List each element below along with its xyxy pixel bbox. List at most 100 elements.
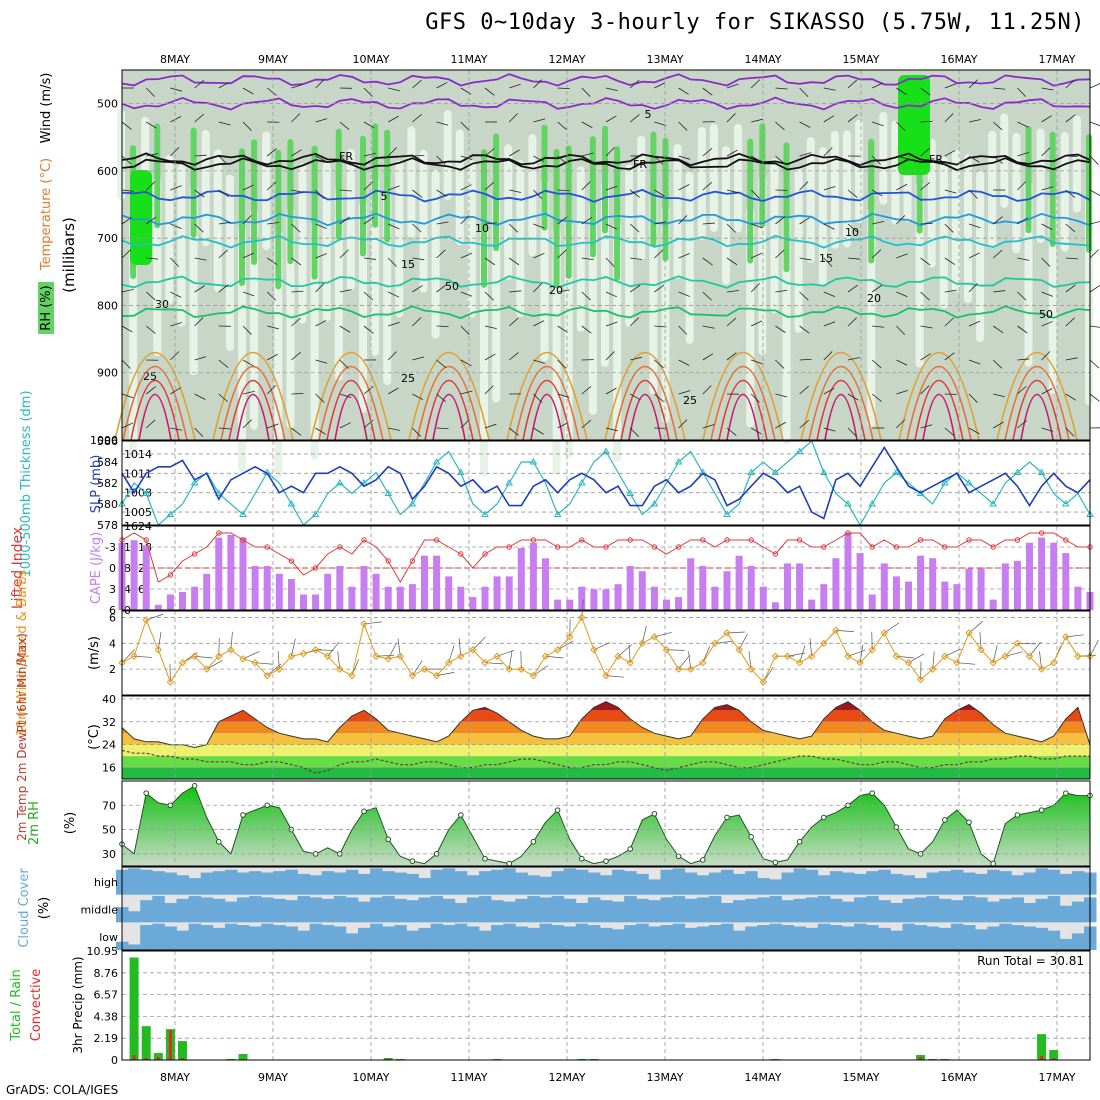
rh-point: [627, 846, 634, 852]
wind-barb: [702, 325, 715, 329]
thickness-point: [360, 479, 368, 486]
cloud-bar: [612, 929, 625, 950]
wind-barb: [170, 147, 180, 157]
cloud-bar: [575, 902, 589, 923]
lifted-index-point: [966, 537, 972, 543]
wind-speed-point: [396, 652, 405, 660]
cape-bar: [457, 586, 465, 610]
rh-moist-band: [213, 149, 222, 293]
cloud-bar: [237, 925, 250, 950]
cloud-bar: [890, 873, 903, 895]
contour-label: 25: [401, 372, 415, 385]
surface-wind-barb: [557, 640, 574, 651]
wind-barb: [218, 284, 229, 293]
cloud-bar: [987, 901, 1000, 923]
cloud-bar: [309, 923, 323, 950]
rh-humid-band: [493, 133, 500, 252]
wind-barb: [170, 223, 182, 229]
cloud-bar: [636, 873, 649, 895]
contour-label: 5: [645, 108, 652, 121]
rh-moist-band: [673, 143, 682, 280]
wind-barb: [533, 223, 545, 229]
wind-speed-point: [662, 646, 671, 654]
y-tick-lifted-index: 0: [109, 562, 116, 575]
cape-bar: [324, 573, 332, 610]
wind-barb: [339, 155, 350, 165]
wind-speed-point: [759, 678, 768, 686]
wind-barb: [702, 222, 715, 225]
cloud-bar: [285, 926, 298, 950]
wind-barb: [145, 291, 156, 301]
warm-contour: [710, 366, 776, 441]
cloud-bar: [938, 871, 952, 895]
cloud-bar: [406, 873, 419, 895]
cloud-bar: [914, 878, 928, 895]
rh-point: [554, 807, 561, 813]
surface-wind-barb: [944, 648, 962, 657]
cloud-bar: [430, 923, 444, 950]
y-tick-precip: 0: [111, 1054, 118, 1067]
wind-barb: [1017, 152, 1029, 157]
cape-bar: [372, 573, 380, 610]
cape-bar: [675, 597, 683, 610]
cloud-frame: [121, 866, 1091, 951]
wind-barb: [750, 189, 760, 199]
wind-barb: [436, 82, 448, 89]
wind-barb: [726, 189, 739, 194]
lifted-index-point: [724, 537, 730, 543]
temperature-contour: [121, 188, 1091, 203]
wind-speed-point: [469, 646, 477, 654]
surface-wind-barb: [968, 621, 983, 634]
wind-barb: [605, 291, 618, 298]
warm-contour: [726, 393, 760, 441]
cape-bar: [929, 558, 937, 610]
wind-barb: [387, 351, 397, 361]
lifted-index-point: [288, 558, 295, 564]
thickness-point: [577, 479, 586, 486]
lifted-index-point: [482, 551, 488, 557]
cape-bar: [650, 586, 658, 610]
wind-barb: [242, 121, 252, 131]
wind-barb: [1065, 114, 1076, 123]
cloud-bar: [854, 873, 867, 895]
thickness-point: [1013, 468, 1022, 475]
rh-humid-band: [1049, 131, 1056, 247]
wind-barb: [872, 121, 884, 127]
wind-barb: [847, 114, 858, 123]
wind-speed-point: [783, 652, 792, 660]
cloud-bar: [757, 897, 770, 923]
rh-moist-band: [419, 149, 428, 293]
wind-barb: [266, 181, 277, 191]
precip-convective-bar: [168, 1030, 172, 1060]
cape-bar: [566, 599, 574, 610]
wind-barb: [629, 189, 640, 198]
wind-barb: [654, 121, 666, 126]
wind-barb: [242, 184, 255, 191]
wind-barb: [508, 427, 519, 436]
wind-barb: [291, 223, 301, 233]
rh-humid-band: [759, 123, 766, 228]
x-tick-bottom: 14MAY: [745, 1071, 782, 1084]
wind-barb: [968, 283, 978, 293]
rh-moist-band: [165, 154, 174, 305]
rh-moist-band: [806, 136, 815, 263]
y-tick-temperature: 16: [102, 762, 116, 775]
y-tick-pressure: 900: [97, 367, 118, 380]
wind-barb: [267, 222, 280, 225]
wind-barb: [412, 257, 425, 261]
wind-barb: [145, 419, 156, 429]
lifted-index-point: [409, 558, 416, 564]
wind-barb: [896, 121, 906, 131]
warm-contour: [408, 352, 490, 441]
wind-barb: [799, 152, 812, 157]
cloud-bar: [200, 897, 214, 923]
wind-barb: [654, 155, 664, 165]
wind-barb: [968, 223, 981, 229]
wind-speed-point: [287, 652, 296, 660]
wind-barb: [581, 181, 591, 191]
wind-barb: [726, 223, 736, 233]
wind-barb: [823, 351, 833, 361]
cloud-bar: [708, 896, 722, 923]
wind-barb: [1041, 257, 1051, 267]
wind-speed-point: [384, 655, 392, 663]
